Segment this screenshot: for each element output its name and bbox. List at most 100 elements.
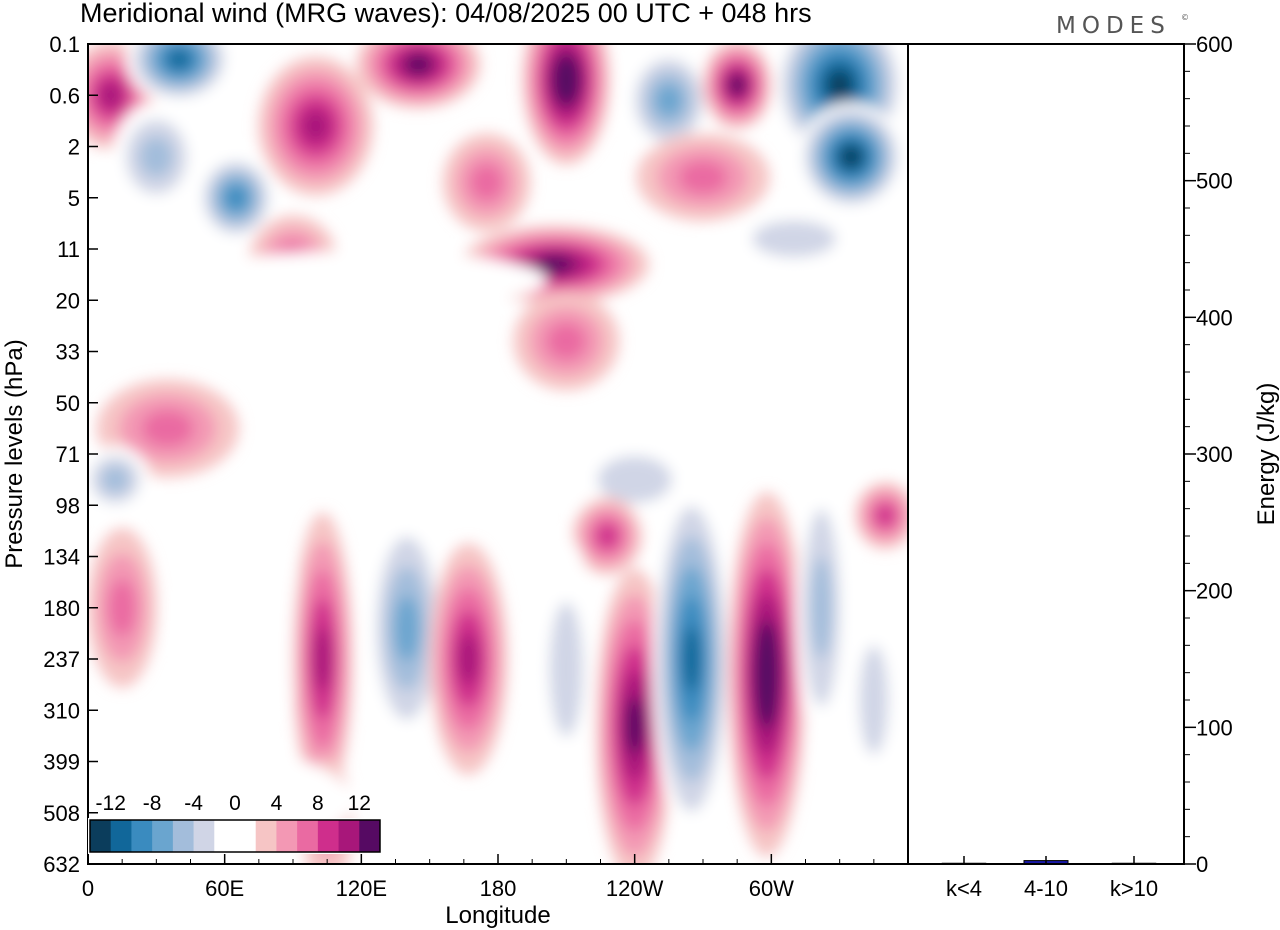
colorbar-swatch [255, 820, 277, 852]
y-tick-label: 20 [56, 288, 80, 313]
wind-cell-7 [442, 133, 531, 232]
wind-cell-34 [795, 461, 848, 755]
wind-cell-10 [624, 46, 713, 155]
colorbar-swatch [214, 820, 236, 852]
energy-tick-label: 200 [1196, 579, 1233, 604]
y-tick-label: 0.1 [49, 32, 80, 57]
wind-contour [469, 164, 504, 201]
wind-contour [728, 75, 746, 95]
colorbar-frame [89, 819, 381, 853]
energy-tick-label: 500 [1196, 169, 1233, 194]
wind-cell-8 [522, 44, 611, 165]
x-axis-label: Longitude [445, 902, 550, 929]
y-axis-label: Pressure levels (hPa) [1, 339, 28, 568]
wind-contour [88, 266, 319, 314]
y-tick-label: 2 [68, 135, 80, 160]
wind-contour [139, 136, 173, 177]
energy-bar-label: 4-10 [1024, 876, 1068, 901]
y-tick-label: 11 [57, 237, 80, 262]
colorbar-swatch [276, 820, 298, 852]
wind-contour [678, 160, 728, 194]
x-tick-label: 0 [82, 876, 94, 901]
x-tick-label: 180 [480, 876, 517, 901]
colorbar-swatch [359, 820, 381, 852]
wind-cell-31 [595, 568, 675, 864]
x-tick-label: 120E [336, 876, 387, 901]
colorbar-label: -8 [143, 792, 162, 815]
y-axis: 0.1 0.6 2 5 11 20 33 50 71 98 134 180 237 310 399 508 63… [43, 32, 98, 877]
wind-contour [225, 186, 247, 209]
wind-cell-28 [367, 507, 447, 750]
energy-panel [908, 44, 1184, 864]
wind-cell-21 [798, 374, 905, 483]
y-tick-label: 0.6 [49, 83, 80, 108]
colorbar-swatch [110, 820, 132, 852]
wind-cell-15 [713, 205, 875, 273]
energy-tick-label: 300 [1196, 442, 1233, 467]
colorbar-swatch [317, 820, 340, 852]
colorbar-label: -12 [96, 792, 126, 815]
colorbar-swatch [338, 820, 360, 852]
colorbar-swatch [90, 820, 112, 852]
wind-cell-2 [112, 102, 201, 212]
wind-contour [167, 49, 191, 70]
wind-contour [840, 146, 862, 168]
wind-contour [655, 84, 683, 117]
colorbar-swatch [235, 820, 257, 852]
energy-axis-label: Energy (J/kg) [1253, 383, 1280, 526]
wind-contour [596, 524, 619, 548]
energy-bar-label: k<4 [946, 876, 982, 901]
chart-title: Meridional wind (MRG waves): 04/08/2025 … [80, 0, 812, 28]
y-tick-label: 33 [56, 340, 80, 365]
y-tick-label: 632 [43, 852, 80, 877]
colorbar-swatch [172, 820, 195, 852]
wind-contour [405, 54, 432, 75]
wind-contour [180, 553, 315, 714]
colorbar-label: 0 [229, 792, 241, 815]
wind-contour [597, 456, 672, 504]
y-tick-label: 180 [43, 596, 80, 621]
y-tick-label: 399 [43, 750, 80, 775]
energy-axis: 0 100 200 300 400 500 600 [1184, 32, 1233, 877]
wind-cell-32 [652, 476, 731, 842]
colorbar: -12 -8 -4 0 4 8 12 [88, 792, 382, 854]
wind-contour [625, 697, 644, 755]
wind-cell-3 [196, 153, 276, 242]
y-tick-label: 310 [43, 698, 80, 723]
brand-mark: © [1181, 13, 1189, 22]
wind-cell-1 [126, 44, 233, 104]
wind-contour [546, 322, 586, 360]
wind-cell-12 [636, 133, 770, 222]
x-tick-label: 120W [606, 876, 664, 901]
wind-cell-27 [292, 512, 353, 806]
wind-cell-18 [513, 292, 620, 391]
energy-bar-label: k>10 [1110, 876, 1158, 901]
y-tick-label: 71 [56, 442, 80, 467]
colorbar-swatch [131, 820, 153, 852]
wind-contour [301, 109, 330, 143]
wind-cell-33 [727, 492, 807, 857]
wind-contour [810, 557, 833, 659]
colorbar-label: -4 [184, 792, 203, 815]
wind-contour [752, 220, 836, 258]
wind-contour [314, 627, 332, 691]
wind-contour [101, 466, 129, 493]
y-tick-label: 98 [56, 493, 80, 518]
wind-contour [875, 504, 895, 527]
wind-contour [141, 410, 194, 447]
x-axis: 0 60E 120E 180 120W 60W [82, 854, 875, 901]
wind-contour [99, 82, 123, 109]
wind-contour [827, 71, 852, 99]
x-tick-label: 60W [749, 876, 794, 901]
y-tick-label: 237 [43, 647, 80, 672]
wind-contour [798, 374, 905, 483]
wind-cell-29 [429, 543, 508, 775]
wind-contour [549, 602, 583, 737]
energy-tick-label: 600 [1196, 32, 1233, 57]
x-tick-label: 60E [205, 876, 244, 901]
y-tick-label: 5 [68, 186, 80, 211]
wind-cell-24 [572, 497, 643, 575]
colorbar-swatch [297, 820, 319, 852]
colorbar-label: 12 [348, 792, 371, 815]
